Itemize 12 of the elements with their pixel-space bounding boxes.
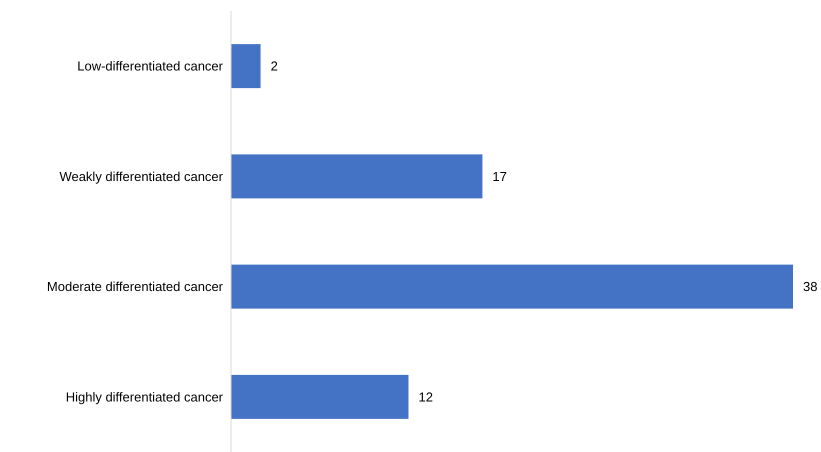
bar [231,44,261,88]
y-tick-label: Moderate differentiated cancer [46,279,224,294]
y-tick-label: Highly differentiated cancer [66,389,224,404]
bar [231,374,408,419]
data-label: 38 [803,279,818,294]
y-tick-label: Weakly differentiated cancer [59,168,224,184]
bar [231,154,482,198]
data-label: 2 [270,58,278,74]
data-label: 12 [418,389,433,404]
data-label: 17 [492,168,507,184]
bar [231,264,793,309]
y-tick-label: Low-differentiated cancer [77,58,224,74]
